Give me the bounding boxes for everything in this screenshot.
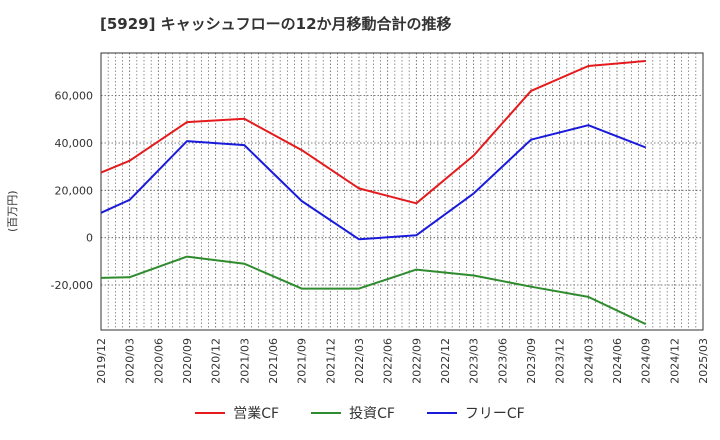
legend-item-0: 営業CF: [195, 403, 279, 423]
x-tick-label: 2020/12: [210, 338, 223, 384]
x-tick-label: 2021/12: [324, 338, 337, 384]
legend-swatch: [195, 412, 226, 414]
y-tick-label: 20,000: [55, 184, 94, 197]
legend-label: 営業CF: [233, 406, 280, 422]
x-tick-label: 2020/06: [152, 338, 165, 384]
legend: 営業CF 投資CF フリーCF: [0, 398, 720, 428]
legend-item-2: フリーCF: [426, 403, 525, 423]
x-tick-label: 2024/06: [611, 338, 624, 384]
x-tick-label: 2021/03: [238, 338, 251, 384]
x-tick-label: 2025/03: [697, 338, 710, 384]
series-line-0: [100, 60, 646, 205]
x-tick-label: 2021/09: [296, 338, 309, 384]
x-tick-label: 2023/06: [496, 338, 509, 384]
series-line-2: [100, 124, 647, 241]
legend-item-1: 投資CF: [311, 403, 395, 423]
series-line-1: [100, 255, 647, 326]
x-tick-label: 2023/03: [468, 338, 481, 384]
x-tick-label: 2024/12: [668, 338, 681, 384]
x-tick-label: 2023/09: [525, 338, 538, 384]
x-tick-label: 2024/09: [640, 338, 653, 384]
x-tick-label: 2020/03: [124, 338, 137, 384]
y-tick-label: -20,000: [51, 279, 93, 292]
y-tick-label: 60,000: [55, 90, 94, 103]
x-tick-label: 2023/12: [554, 338, 567, 384]
x-tick-label: 2022/12: [439, 338, 452, 384]
x-tick-label: 2022/09: [410, 338, 423, 384]
x-tick-label: 2021/06: [267, 338, 280, 384]
x-tick-label: 2022/03: [353, 338, 366, 384]
legend-swatch: [311, 412, 342, 414]
legend-label: フリーCF: [464, 406, 525, 422]
y-tick-label: 40,000: [55, 137, 94, 150]
legend-label: 投資CF: [349, 406, 395, 422]
plot-frame: [100, 52, 704, 331]
x-tick-label: 2019/12: [95, 338, 108, 384]
legend-swatch: [426, 412, 457, 414]
x-tick-label: 2020/09: [181, 338, 194, 384]
chart-title: [5929] キャッシュフローの12か月移動合計の推移: [100, 15, 452, 33]
x-tick-label: 2024/03: [582, 338, 595, 384]
x-tick-label: 2022/06: [382, 338, 395, 384]
y-tick-label: 0: [86, 232, 93, 245]
